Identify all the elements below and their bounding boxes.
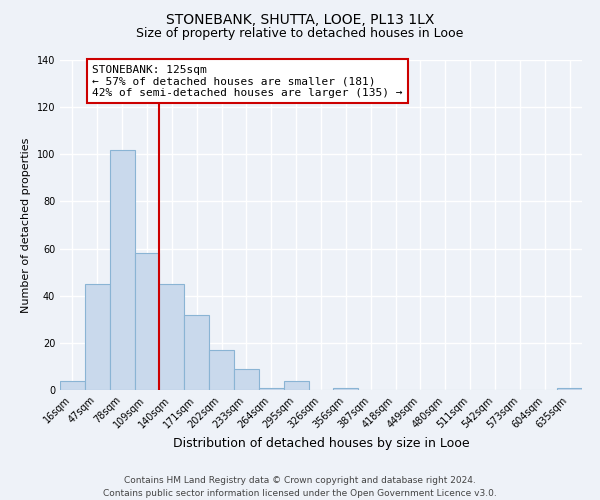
Bar	[259, 388, 284, 390]
Bar	[284, 380, 308, 390]
Text: STONEBANK, SHUTTA, LOOE, PL13 1LX: STONEBANK, SHUTTA, LOOE, PL13 1LX	[166, 12, 434, 26]
Y-axis label: Number of detached properties: Number of detached properties	[21, 138, 31, 312]
Text: Contains HM Land Registry data © Crown copyright and database right 2024.
Contai: Contains HM Land Registry data © Crown c…	[103, 476, 497, 498]
Bar	[334, 388, 358, 390]
Bar	[160, 284, 184, 390]
Bar	[557, 388, 582, 390]
Text: Size of property relative to detached houses in Looe: Size of property relative to detached ho…	[136, 28, 464, 40]
Text: STONEBANK: 125sqm
← 57% of detached houses are smaller (181)
42% of semi-detache: STONEBANK: 125sqm ← 57% of detached hous…	[92, 64, 403, 98]
Bar	[134, 254, 160, 390]
Bar	[110, 150, 134, 390]
Bar	[234, 369, 259, 390]
Bar	[85, 284, 110, 390]
Bar	[60, 380, 85, 390]
X-axis label: Distribution of detached houses by size in Looe: Distribution of detached houses by size …	[173, 436, 469, 450]
Bar	[209, 350, 234, 390]
Bar	[184, 314, 209, 390]
